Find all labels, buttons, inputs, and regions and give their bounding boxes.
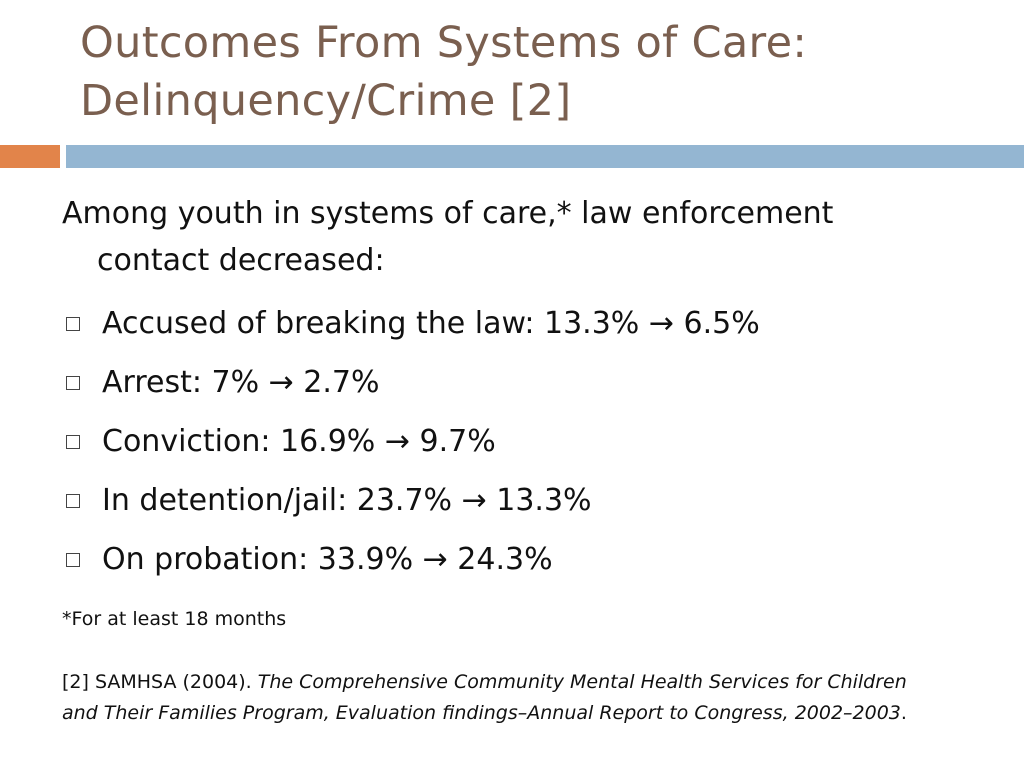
citation-title-part-1: The Comprehensive Community Mental Healt… xyxy=(257,671,907,693)
slide-title: Outcomes From Systems of Care: Delinquen… xyxy=(80,14,980,130)
intro-paragraph: Among youth in systems of care,* law enf… xyxy=(62,190,962,284)
list-item-text: Conviction: 16.9% → 9.7% xyxy=(102,424,496,459)
list-item: On probation: 33.9% → 24.3% xyxy=(62,530,962,589)
list-item: Arrest: 7% → 2.7% xyxy=(62,353,962,412)
accent-bar-orange xyxy=(0,145,60,168)
hollow-square-bullet-icon xyxy=(66,434,80,449)
intro-line-2: contact decreased: xyxy=(97,243,385,278)
list-item-text: Arrest: 7% → 2.7% xyxy=(102,365,380,400)
citation-suffix: . xyxy=(900,702,907,724)
slide-title-line-1: Outcomes From Systems of Care: xyxy=(80,18,808,68)
hollow-square-bullet-icon xyxy=(66,493,80,508)
citation-line-1: [2] SAMHSA (2004). The Comprehensive Com… xyxy=(62,667,982,698)
slide-title-line-2: Delinquency/Crime [2] xyxy=(80,76,572,126)
hollow-square-bullet-icon xyxy=(66,552,80,567)
list-item: In detention/jail: 23.7% → 13.3% xyxy=(62,471,962,530)
footnote: *For at least 18 months xyxy=(62,608,287,630)
citation-title-part-2: and Their Families Program, Evaluation f… xyxy=(62,702,901,724)
slide-body: Among youth in systems of care,* law enf… xyxy=(62,190,962,589)
list-item: Accused of breaking the law: 13.3% → 6.5… xyxy=(62,294,962,353)
hollow-square-bullet-icon xyxy=(66,375,80,390)
intro-line-1: Among youth in systems of care,* law enf… xyxy=(62,196,834,231)
accent-bar-blue xyxy=(66,145,1024,168)
citation-line-2: and Their Families Program, Evaluation f… xyxy=(62,698,982,729)
list-item: Conviction: 16.9% → 9.7% xyxy=(62,412,962,471)
list-item-text: On probation: 33.9% → 24.3% xyxy=(102,542,553,577)
outcome-list: Accused of breaking the law: 13.3% → 6.5… xyxy=(62,294,962,589)
citation-prefix: [2] SAMHSA (2004). xyxy=(62,671,258,693)
citation: [2] SAMHSA (2004). The Comprehensive Com… xyxy=(62,667,982,729)
list-item-text: Accused of breaking the law: 13.3% → 6.5… xyxy=(102,306,760,341)
list-item-text: In detention/jail: 23.7% → 13.3% xyxy=(102,483,592,518)
hollow-square-bullet-icon xyxy=(66,316,80,331)
